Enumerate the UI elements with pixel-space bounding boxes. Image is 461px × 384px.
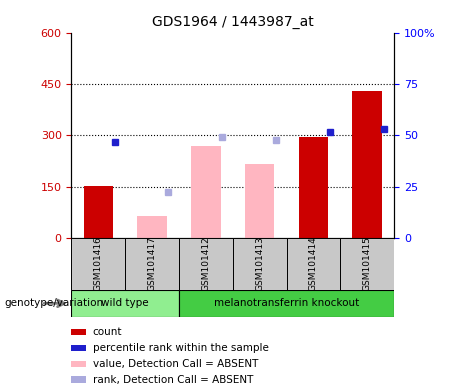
Text: percentile rank within the sample: percentile rank within the sample — [93, 343, 269, 353]
Text: GSM101416: GSM101416 — [94, 237, 103, 291]
Bar — [71, 345, 86, 351]
Bar — [233, 238, 287, 290]
Bar — [245, 164, 274, 238]
Bar — [191, 146, 221, 238]
Bar — [179, 290, 394, 317]
Bar — [71, 238, 125, 290]
Bar — [71, 290, 179, 317]
Bar — [125, 238, 179, 290]
Bar — [71, 376, 86, 383]
Bar — [287, 238, 340, 290]
Text: melanotransferrin knockout: melanotransferrin knockout — [214, 298, 359, 308]
Bar — [71, 361, 86, 367]
Text: GSM101413: GSM101413 — [255, 237, 264, 291]
Text: wild type: wild type — [101, 298, 149, 308]
Title: GDS1964 / 1443987_at: GDS1964 / 1443987_at — [152, 15, 313, 29]
Text: GSM101415: GSM101415 — [363, 237, 372, 291]
Text: GSM101417: GSM101417 — [148, 237, 157, 291]
Bar — [71, 329, 86, 335]
Text: GSM101414: GSM101414 — [309, 237, 318, 291]
Bar — [353, 91, 382, 238]
Text: rank, Detection Call = ABSENT: rank, Detection Call = ABSENT — [93, 374, 253, 384]
Text: GSM101412: GSM101412 — [201, 237, 210, 291]
Text: genotype/variation: genotype/variation — [5, 298, 104, 308]
Bar — [340, 238, 394, 290]
Bar — [137, 216, 167, 238]
Text: value, Detection Call = ABSENT: value, Detection Call = ABSENT — [93, 359, 258, 369]
Bar — [179, 238, 233, 290]
Bar — [299, 137, 328, 238]
Text: count: count — [93, 327, 122, 337]
Bar — [83, 186, 113, 238]
